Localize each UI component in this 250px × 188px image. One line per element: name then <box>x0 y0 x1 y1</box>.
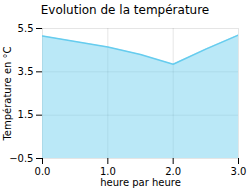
svg-text:Température en °C: Température en °C <box>2 46 13 141</box>
svg-text:3.5: 3.5 <box>18 66 34 77</box>
svg-text:heure par heure: heure par heure <box>100 177 181 188</box>
html-text:Evolution de la température: Evolution de la température <box>40 3 210 17</box>
svg-text:3.0: 3.0 <box>231 166 247 177</box>
svg-text:5.5: 5.5 <box>18 23 34 34</box>
svg-text:−0.5: −0.5 <box>9 153 33 164</box>
svg-text:2.0: 2.0 <box>165 166 181 177</box>
svg-text:0.0: 0.0 <box>35 166 51 177</box>
svg-text:1.5: 1.5 <box>18 109 34 120</box>
svg-text:1.0: 1.0 <box>100 166 116 177</box>
